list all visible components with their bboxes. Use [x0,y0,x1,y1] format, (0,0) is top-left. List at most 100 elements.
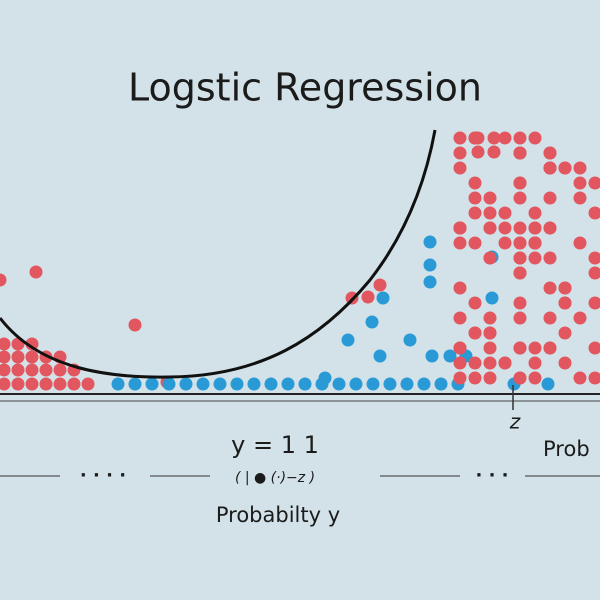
dot [543,146,557,160]
dot [483,206,497,220]
dot [434,377,448,391]
dot [573,161,587,175]
dot [128,318,142,332]
dot [588,206,600,220]
dot [513,371,527,385]
dot [528,236,542,250]
dot [513,236,527,250]
dot [373,349,387,363]
formula: ( | ● (·)−z ) [235,470,315,486]
dot [443,349,457,363]
dot [588,251,600,265]
dot [468,356,482,370]
dot [453,146,467,160]
dot [11,377,25,391]
dot [0,363,11,377]
dot [25,350,39,364]
dot [513,341,527,355]
dot [468,326,482,340]
dot [513,251,527,265]
dot [483,371,497,385]
dot [498,206,512,220]
dot [588,341,600,355]
dot [361,290,375,304]
dot [453,281,467,295]
dot [318,371,332,385]
dot [483,341,497,355]
dot [483,221,497,235]
dot [468,371,482,385]
dot [513,131,527,145]
dot [588,296,600,310]
dot [453,236,467,250]
dot [145,377,159,391]
dot [453,221,467,235]
dot [453,131,467,145]
dot [483,356,497,370]
dot [423,258,437,272]
dot [25,337,39,351]
dot [230,377,244,391]
dot [349,377,363,391]
dot [111,377,125,391]
dot [513,176,527,190]
dot [400,377,414,391]
dot [425,349,439,363]
dot [528,371,542,385]
dot [528,356,542,370]
dot [453,341,467,355]
dot [543,191,557,205]
dot [0,350,11,364]
dot [341,333,355,347]
dot [366,377,380,391]
dot [25,363,39,377]
dot [498,221,512,235]
dot [498,356,512,370]
dot [468,206,482,220]
ellipsis: · · · · [80,465,126,486]
dot [541,377,555,391]
dot [483,311,497,325]
dot [468,191,482,205]
dot [558,326,572,340]
sigmoid-curve [0,129,437,379]
dot [513,221,527,235]
dot [453,161,467,175]
dot [423,275,437,289]
dot [25,377,39,391]
dot [528,221,542,235]
dot [247,377,261,391]
dot [39,377,53,391]
dot [573,191,587,205]
dot [417,377,431,391]
dot [471,145,485,159]
dot [573,176,587,190]
dot [528,341,542,355]
dot [498,131,512,145]
dot [588,371,600,385]
dot [558,161,572,175]
dot [281,377,295,391]
dot [543,221,557,235]
equation: y = 1 1 [231,431,319,459]
dot [298,377,312,391]
dot [196,377,210,391]
dot [179,377,193,391]
dot [573,236,587,250]
dot [53,377,67,391]
dot [513,296,527,310]
dot [485,291,499,305]
dot [0,337,11,351]
dot [543,161,557,175]
dot [528,251,542,265]
dot [67,377,81,391]
dot [213,377,227,391]
dot [543,251,557,265]
dot [543,341,557,355]
z-label: z [509,410,521,434]
dot [264,377,278,391]
dot [128,377,142,391]
